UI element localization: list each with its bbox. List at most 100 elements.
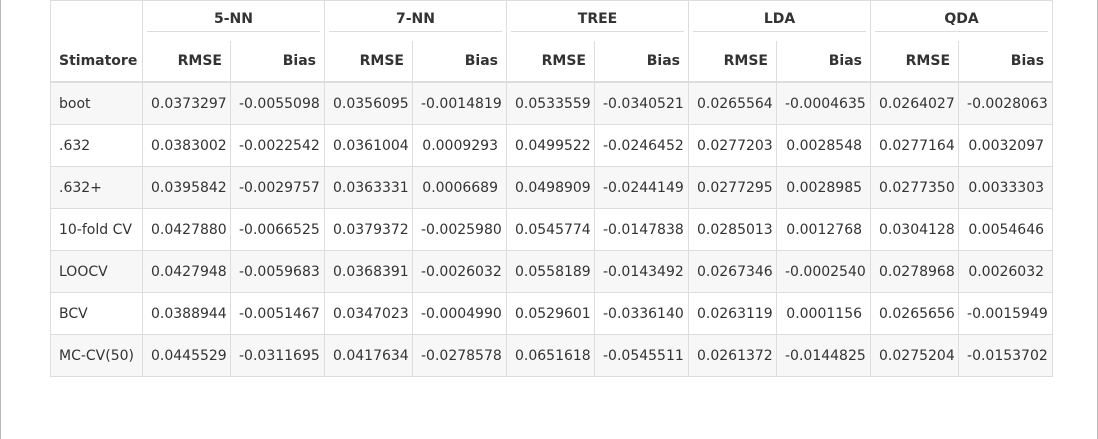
estimator-label: boot bbox=[50, 81, 143, 125]
group-header-label: LDA bbox=[763, 10, 796, 27]
group-divider bbox=[329, 30, 502, 32]
bias-cell: -0.0051467 bbox=[230, 292, 325, 335]
bias-column-header: Bias bbox=[230, 41, 325, 83]
rmse-cell: 0.0529601 bbox=[506, 292, 595, 335]
group-header-7nn: 7-NN bbox=[324, 0, 507, 41]
rmse-cell: 0.0368391 bbox=[324, 250, 413, 293]
bias-cell: 0.0054646 bbox=[958, 208, 1054, 251]
group-header-label: 7-NN bbox=[396, 10, 435, 27]
rmse-cell: 0.0277295 bbox=[688, 166, 777, 209]
estimator-label: BCV bbox=[50, 292, 143, 335]
rmse-cell: 0.0427880 bbox=[142, 208, 231, 251]
bias-cell: -0.0004990 bbox=[412, 292, 507, 335]
rmse-column-header: RMSE bbox=[142, 41, 231, 83]
rmse-cell: 0.0347023 bbox=[324, 292, 413, 335]
bias-column-header: Bias bbox=[412, 41, 507, 83]
bias-cell: -0.0026032 bbox=[412, 250, 507, 293]
rmse-cell: 0.0261372 bbox=[688, 334, 777, 377]
group-header-lda: LDA bbox=[687, 0, 872, 41]
rmse-cell: 0.0445529 bbox=[142, 334, 231, 377]
bias-cell: -0.0244149 bbox=[594, 166, 689, 209]
rmse-cell: 0.0267346 bbox=[688, 250, 777, 293]
rmse-cell: 0.0533559 bbox=[506, 81, 595, 125]
bias-cell: 0.0026032 bbox=[958, 250, 1054, 293]
rmse-cell: 0.0275204 bbox=[870, 334, 960, 377]
bias-cell: -0.0246452 bbox=[594, 124, 689, 167]
rmse-cell: 0.0265564 bbox=[688, 81, 777, 125]
estimator-label: 10-fold CV bbox=[50, 208, 143, 251]
bias-cell: -0.0147838 bbox=[594, 208, 689, 251]
bias-column-header: Bias bbox=[594, 41, 689, 83]
bias-cell: -0.0025980 bbox=[412, 208, 507, 251]
estimator-column-header: Stimatore bbox=[50, 0, 143, 83]
rmse-column-header: RMSE bbox=[324, 41, 413, 83]
bias-cell: 0.0033303 bbox=[958, 166, 1054, 209]
bias-cell: -0.0028063 bbox=[958, 81, 1054, 125]
bias-cell: 0.0006689 bbox=[412, 166, 507, 209]
group-header-label: QDA bbox=[944, 10, 979, 27]
group-header-label: 5-NN bbox=[214, 10, 253, 27]
bias-cell: -0.0002540 bbox=[775, 250, 872, 293]
rmse-cell: 0.0498909 bbox=[506, 166, 595, 209]
rmse-cell: 0.0356095 bbox=[324, 81, 413, 125]
bias-cell: 0.0028548 bbox=[775, 124, 872, 167]
rmse-cell: 0.0383002 bbox=[142, 124, 231, 167]
bias-cell: 0.0001156 bbox=[775, 292, 872, 335]
rmse-column-header: RMSE bbox=[506, 41, 595, 83]
bias-cell: -0.0143492 bbox=[594, 250, 689, 293]
rmse-cell: 0.0285013 bbox=[688, 208, 777, 251]
group-divider bbox=[147, 30, 320, 32]
bias-column-header: Bias bbox=[958, 41, 1054, 83]
rmse-cell: 0.0277350 bbox=[870, 166, 960, 209]
rmse-cell: 0.0651618 bbox=[506, 334, 595, 377]
group-divider bbox=[511, 30, 684, 32]
bias-cell: -0.0055098 bbox=[230, 81, 325, 125]
rmse-cell: 0.0277164 bbox=[870, 124, 960, 167]
header-group-row: Stimatore 5-NN 7-NN TREE LDA QDA bbox=[50, 0, 1054, 83]
rmse-cell: 0.0417634 bbox=[324, 334, 413, 377]
bias-column-header: Bias bbox=[775, 41, 872, 83]
bias-cell: -0.0153702 bbox=[958, 334, 1054, 377]
rmse-cell: 0.0388944 bbox=[142, 292, 231, 335]
group-header-tree: TREE bbox=[506, 0, 689, 41]
bias-cell: -0.0311695 bbox=[230, 334, 325, 377]
bias-cell: -0.0004635 bbox=[775, 81, 872, 125]
table-row: MC-CV(50) 0.0445529 -0.0311695 0.0417634 -0.… bbox=[50, 334, 1054, 377]
rmse-column-header: RMSE bbox=[688, 41, 777, 83]
rmse-cell: 0.0304128 bbox=[870, 208, 960, 251]
results-table: Stimatore 5-NN 7-NN TREE LDA QDA RMSE Bi… bbox=[50, 0, 1054, 377]
bias-cell: 0.0009293 bbox=[412, 124, 507, 167]
bias-cell: -0.0014819 bbox=[412, 81, 507, 125]
rmse-cell: 0.0264027 bbox=[870, 81, 960, 125]
rmse-cell: 0.0363331 bbox=[324, 166, 413, 209]
bias-cell: -0.0015949 bbox=[958, 292, 1054, 335]
group-header-label: TREE bbox=[577, 10, 618, 27]
bias-cell: -0.0545511 bbox=[594, 334, 689, 377]
header-metric-row: RMSE Bias RMSE Bias RMSE Bias RMSE Bias … bbox=[51, 41, 1054, 83]
rmse-cell: 0.0545774 bbox=[506, 208, 595, 251]
rmse-cell: 0.0373297 bbox=[142, 81, 231, 125]
bias-cell: 0.0028985 bbox=[775, 166, 872, 209]
bias-cell: -0.0066525 bbox=[230, 208, 325, 251]
table-row: boot 0.0373297 -0.0055098 0.0356095 -0.00148… bbox=[50, 81, 1054, 125]
bias-cell: -0.0059683 bbox=[230, 250, 325, 293]
rmse-cell: 0.0499522 bbox=[506, 124, 595, 167]
bias-cell: 0.0012768 bbox=[775, 208, 872, 251]
table-body: boot 0.0373297 -0.0055098 0.0356095 -0.00148… bbox=[50, 81, 1054, 377]
estimator-label: .632 bbox=[50, 124, 143, 167]
bias-cell: -0.0029757 bbox=[230, 166, 325, 209]
table-row: .632+ 0.0395842 -0.0029757 0.0363331 0.00066… bbox=[50, 166, 1054, 209]
table-row: .632 0.0383002 -0.0022542 0.0361004 0.000929… bbox=[50, 124, 1054, 167]
group-divider bbox=[875, 30, 1049, 32]
rmse-cell: 0.0263119 bbox=[688, 292, 777, 335]
estimator-label: LOOCV bbox=[50, 250, 143, 293]
bias-cell: -0.0144825 bbox=[775, 334, 872, 377]
rmse-cell: 0.0379372 bbox=[324, 208, 413, 251]
rmse-cell: 0.0427948 bbox=[142, 250, 231, 293]
group-header-5nn: 5-NN bbox=[142, 0, 325, 41]
rmse-cell: 0.0361004 bbox=[324, 124, 413, 167]
bias-cell: -0.0336140 bbox=[594, 292, 689, 335]
rmse-cell: 0.0277203 bbox=[688, 124, 777, 167]
bias-cell: -0.0340521 bbox=[594, 81, 689, 125]
rmse-cell: 0.0278968 bbox=[870, 250, 960, 293]
